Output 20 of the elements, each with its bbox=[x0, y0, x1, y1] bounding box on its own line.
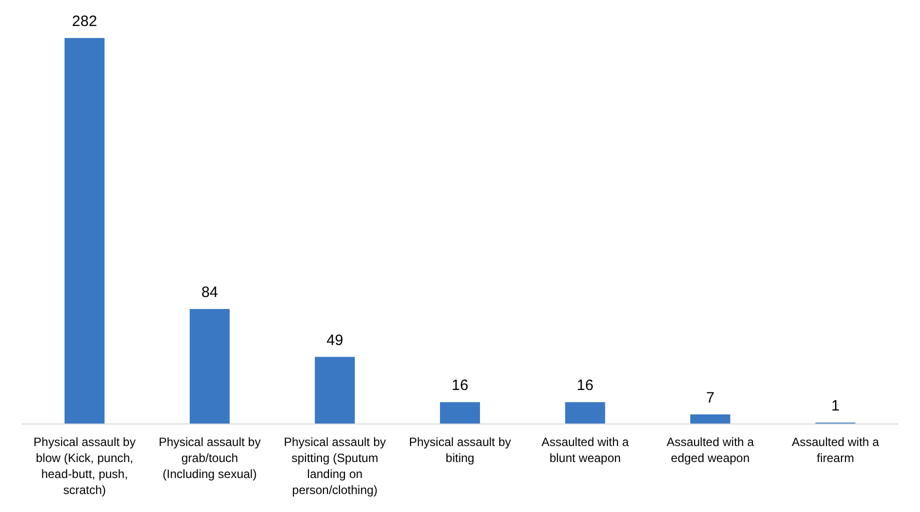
bar bbox=[440, 402, 480, 424]
x-tick-label: Physical assault by biting bbox=[408, 435, 512, 465]
data-label: 16 bbox=[452, 377, 468, 394]
x-tick-label: Assaulted with a blunt weapon bbox=[541, 435, 630, 465]
x-tick-label: Assaulted with a edged weapon bbox=[666, 435, 754, 465]
x-tick-label: Physical assault by blow (Kick, punch, head-butt, push, scratch) bbox=[34, 435, 136, 497]
bar bbox=[565, 402, 606, 424]
x-tick-label: Physical assault by spitting (Sputum landing on person/clothing) bbox=[284, 435, 386, 497]
bar bbox=[314, 356, 355, 424]
data-label: 1 bbox=[831, 398, 840, 415]
data-label: 84 bbox=[201, 284, 218, 302]
data-label: 282 bbox=[72, 13, 98, 30]
bar bbox=[690, 414, 730, 424]
bar bbox=[64, 38, 105, 424]
data-label: 49 bbox=[326, 332, 344, 349]
x-tick-label: Assaulted with a firearm bbox=[792, 435, 880, 465]
data-label: 16 bbox=[576, 377, 594, 394]
x-tick-label: Physical assault by grab/touch (Including sexual) bbox=[158, 435, 261, 481]
bar bbox=[190, 309, 230, 424]
data-label: 7 bbox=[706, 389, 714, 406]
